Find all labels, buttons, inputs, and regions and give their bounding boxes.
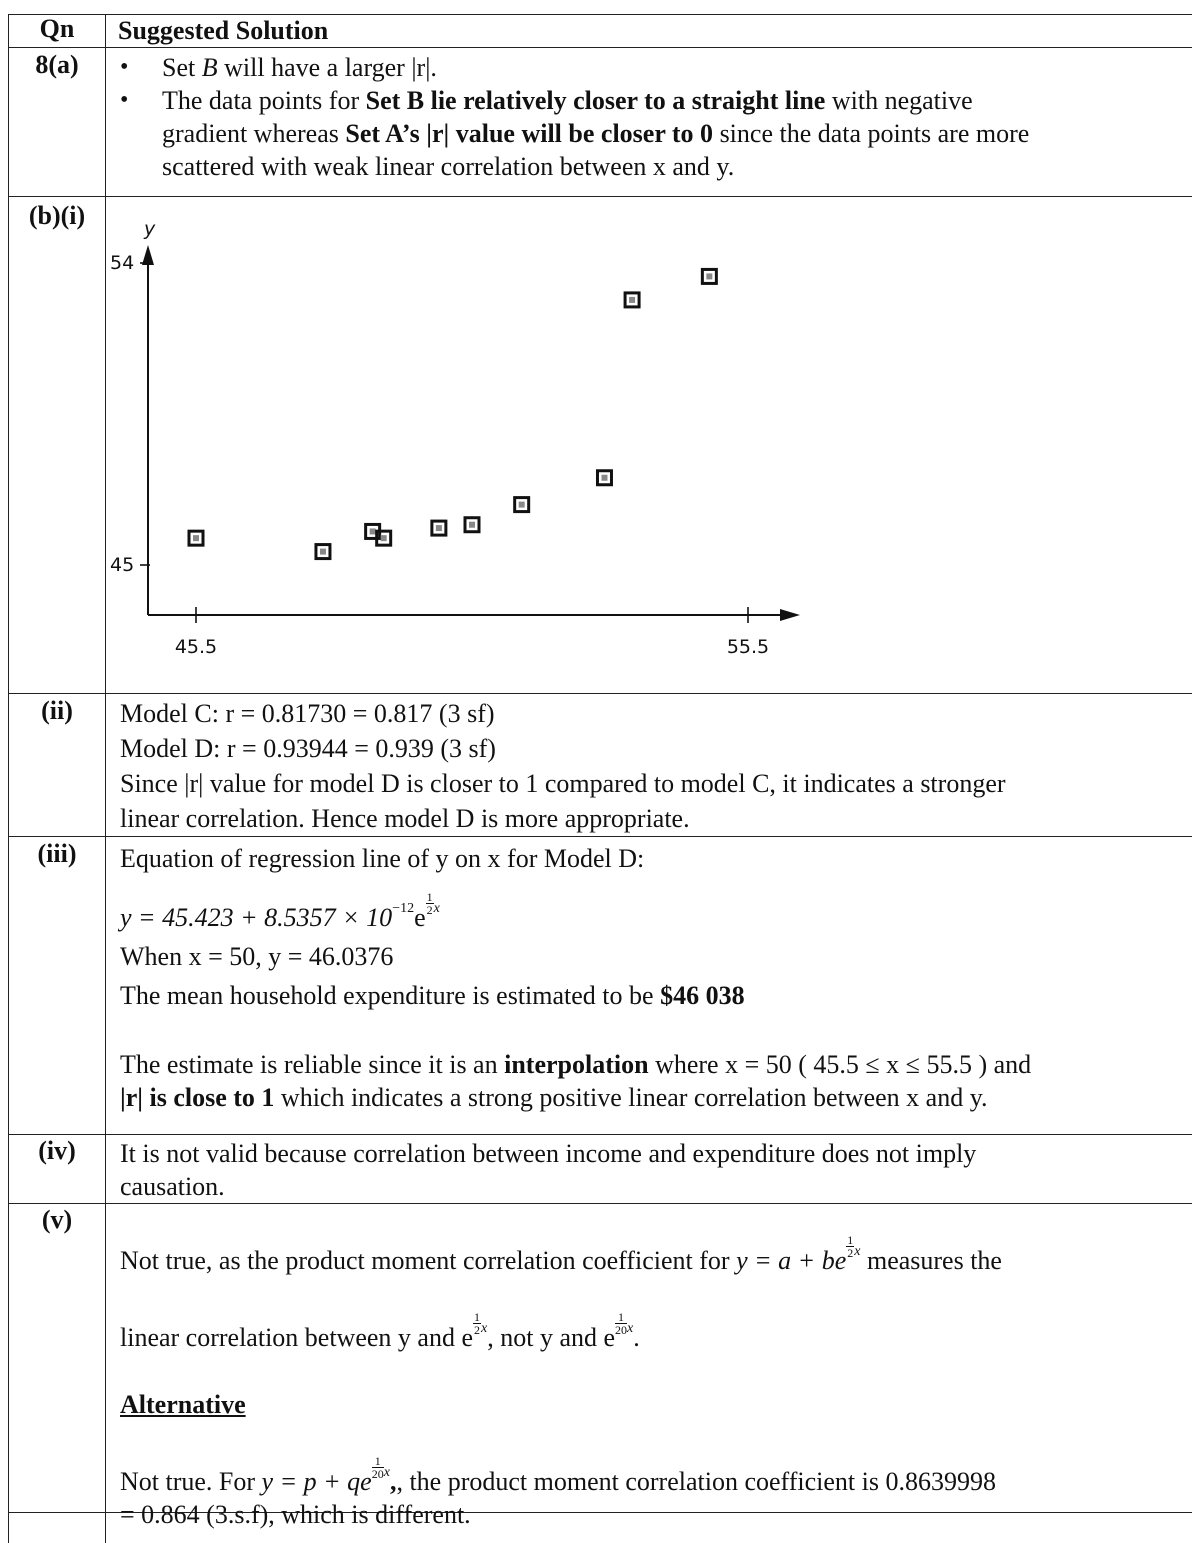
bullet-item: Set B will have a larger |r|. xyxy=(120,51,1184,84)
part-v-answer: Not true, as the product moment correlat… xyxy=(120,1234,1184,1531)
text-line: Model C: r = 0.81730 = 0.817 (3 sf) xyxy=(120,699,495,728)
y-tick-label: 45 xyxy=(110,554,134,576)
row-divider xyxy=(8,47,1192,48)
row-divider xyxy=(8,693,1192,694)
data-point xyxy=(513,496,531,514)
x-tick-label: 55.5 xyxy=(727,636,769,658)
axis-ticks: 45.5 55.5 45 54 xyxy=(110,252,769,658)
data-point xyxy=(700,267,718,285)
data-points xyxy=(187,267,718,561)
y-axis-label: y xyxy=(143,218,156,240)
table-border-left xyxy=(8,14,9,1543)
text-line: |r| is close to 1 which indicates a stro… xyxy=(120,1083,988,1112)
text-line: Not true. For y = p + qe 1 20 x,, the produ… xyxy=(120,1454,996,1496)
part-a-label: 8(a) xyxy=(35,50,79,79)
part-iv-label: (iv) xyxy=(38,1136,76,1165)
part-bi-label: (b)(i) xyxy=(28,201,86,230)
text-line: = 0.864 (3.s.f), which is different. xyxy=(120,1500,471,1529)
header-qn: Qn xyxy=(39,14,75,43)
row-divider xyxy=(8,196,1192,197)
data-point xyxy=(375,529,393,547)
data-point xyxy=(314,543,332,561)
text-line: The mean household expenditure is estima… xyxy=(120,981,745,1010)
x-axis-arrow-icon xyxy=(780,609,800,621)
column-divider xyxy=(105,14,106,1543)
data-point xyxy=(623,291,641,309)
data-point xyxy=(187,529,205,547)
part-ii-answer: Model C: r = 0.81730 = 0.817 (3 sf) Mode… xyxy=(120,696,1184,836)
y-axis xyxy=(142,245,154,615)
text-line: Equation of regression line of y on x fo… xyxy=(120,844,645,873)
text-line: The estimate is reliable since it is an … xyxy=(120,1050,1032,1079)
data-point xyxy=(463,516,481,534)
text-line: It is not valid because correlation betw… xyxy=(120,1139,977,1168)
part-v-label: (v) xyxy=(41,1205,73,1234)
part-iii-label: (iii) xyxy=(37,839,77,868)
alternative-heading: Alternative xyxy=(120,1390,246,1419)
row-divider xyxy=(8,1134,1192,1135)
header-solution: Suggested Solution xyxy=(118,16,329,45)
y-tick-label: 54 xyxy=(110,252,134,274)
table-border-top xyxy=(8,14,1192,15)
part-a-answer: Set B will have a larger |r|. The data p… xyxy=(120,51,1184,183)
scatter-chart: y 45.5 55.5 45 54 xyxy=(110,218,800,658)
data-point xyxy=(430,519,448,537)
text-line: causation. xyxy=(120,1172,225,1201)
y-axis-arrow-icon xyxy=(142,245,154,265)
text-line: linear correlation between y and e 1 2 x, n… xyxy=(120,1310,640,1352)
row-divider xyxy=(8,1512,1192,1513)
text-line: When x = 50, y = 46.0376 xyxy=(120,942,394,971)
row-divider xyxy=(8,1203,1192,1204)
data-point xyxy=(595,469,613,487)
text-line: linear correlation. Hence model D is mor… xyxy=(120,804,690,833)
row-divider xyxy=(8,836,1192,837)
text-line: Model D: r = 0.93944 = 0.939 (3 sf) xyxy=(120,734,496,763)
part-iv-answer: It is not valid because correlation betw… xyxy=(120,1137,1184,1203)
part-iii-answer: Equation of regression line of y on x fo… xyxy=(120,842,1184,1114)
x-axis xyxy=(148,609,800,621)
x-tick-label: 45.5 xyxy=(175,636,217,658)
part-ii-label: (ii) xyxy=(41,696,73,725)
bullet-item: The data points for Set B lie relatively… xyxy=(120,84,1184,183)
text-line: Not true, as the product moment correlat… xyxy=(120,1233,1002,1275)
regression-equation: y = 45.423 + 8.5357 × 10−12e 1 2 x xyxy=(120,890,440,932)
text-line: Since |r| value for model D is closer to… xyxy=(120,769,1006,798)
